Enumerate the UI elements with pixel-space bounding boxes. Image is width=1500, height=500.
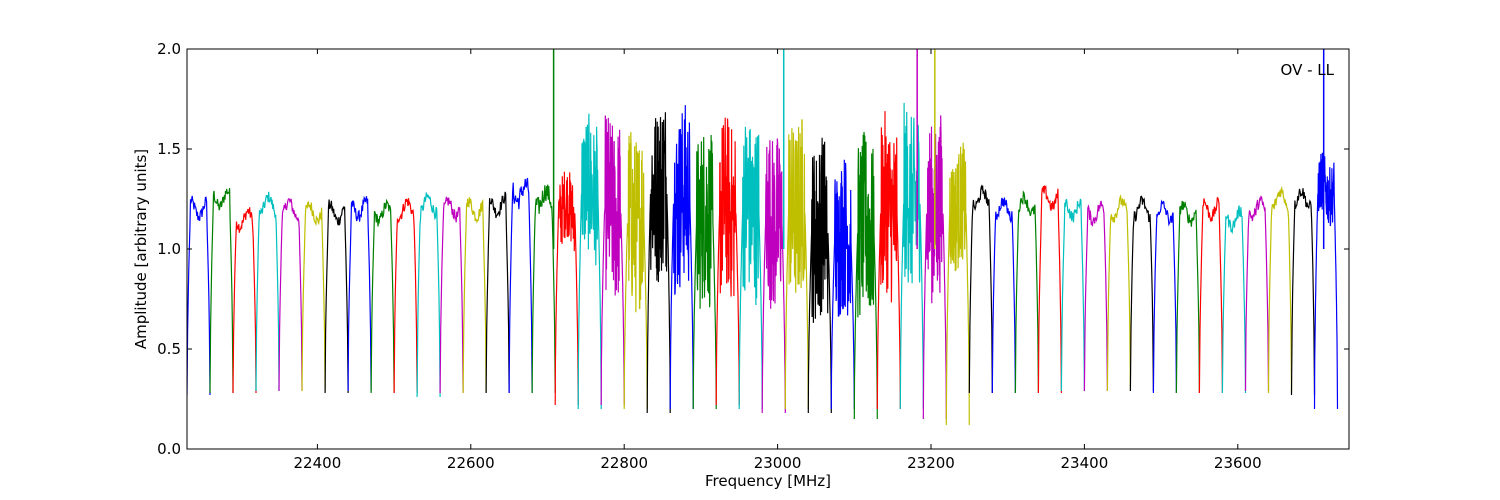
spectrum-band-line	[1175, 200, 1201, 394]
spectrum-band-line	[554, 171, 579, 406]
spectrum-band-line	[508, 177, 533, 394]
spectrum-band-line	[968, 184, 993, 394]
x-tick-label: 22600	[447, 454, 495, 472]
spectrum-band-line	[187, 195, 211, 396]
y-tick-label: 1.5	[157, 140, 181, 158]
spectrum-band-line	[853, 131, 878, 420]
tick-layer: 22400 22600 22800 23000 23200 23400 23600 0.0 0.…	[157, 40, 1349, 472]
spectrum-band-line	[1083, 200, 1108, 392]
spectrum-band-line	[991, 197, 1016, 394]
spectrum-band-line	[1244, 195, 1270, 392]
spectrum-band-line	[1129, 195, 1154, 392]
spectrum-band-line	[324, 199, 349, 394]
x-axis-title: Frequency [MHz]	[705, 472, 831, 490]
spectrum-band-line	[232, 207, 257, 394]
spectrum-band-line	[577, 113, 602, 410]
spectrum-band-line	[439, 196, 464, 394]
spectrum-band-line	[623, 131, 648, 410]
spectrum-band-line	[416, 192, 441, 398]
spectrum-band-line	[1267, 185, 1293, 394]
spectrum-band-line	[209, 188, 234, 394]
spectrum-band-line	[692, 134, 717, 410]
spectrum-band-line	[600, 115, 625, 406]
x-tick-label: 22400	[294, 454, 342, 472]
series-annotation: OV - LL	[1281, 61, 1335, 79]
x-tick-label: 22800	[600, 454, 648, 472]
x-tick-label: 23400	[1061, 454, 1109, 472]
spectrum-band-line	[646, 112, 671, 414]
spectrum-band-line	[485, 191, 510, 394]
spectrum-band-line	[784, 119, 809, 410]
spectrum-band-line	[830, 159, 855, 410]
spectrum-band-line	[807, 137, 832, 414]
spectrum-band-line	[347, 195, 372, 392]
spectrum-band-line	[462, 197, 487, 394]
spectrum-band-line	[301, 200, 326, 392]
x-tick-label: 23600	[1214, 454, 1262, 472]
spectrum-band-line	[1060, 198, 1085, 392]
spectrum-band-line	[761, 138, 786, 414]
spectrum-band-line	[1198, 197, 1224, 394]
y-axis-title: Amplitude [arbitrary units]	[132, 149, 150, 349]
y-tick-label: 0.5	[157, 340, 181, 358]
spectrum-band-line	[669, 105, 694, 410]
spectrum-band-line	[393, 198, 418, 394]
spectrum-band-line	[1313, 152, 1339, 410]
y-tick-label: 1.0	[157, 240, 181, 258]
spectrum-band-line	[715, 117, 740, 406]
x-tick-label: 23000	[754, 454, 802, 472]
series-layer	[187, 49, 1339, 426]
spectrum-band-line	[278, 198, 303, 392]
spectrum-band-line	[255, 191, 280, 392]
spectrum-band-line	[1037, 185, 1062, 394]
spectrum-band-line	[899, 102, 924, 410]
spectrum-band-line	[1152, 199, 1178, 394]
spectrum-band-line	[945, 142, 970, 426]
spectrum-band-line	[531, 184, 556, 394]
spectrum-band-line	[370, 198, 395, 394]
spectrum-band-line	[1221, 205, 1247, 394]
spectrum-band-line	[738, 126, 763, 410]
spectrum-band-line	[876, 111, 901, 410]
spectrum-band-line	[1106, 193, 1131, 392]
spectrum-band-line	[1014, 190, 1039, 394]
y-tick-label: 2.0	[157, 40, 181, 58]
y-tick-label: 0.0	[157, 440, 181, 458]
spectrum-band-line	[1290, 188, 1316, 396]
x-tick-label: 23200	[907, 454, 955, 472]
